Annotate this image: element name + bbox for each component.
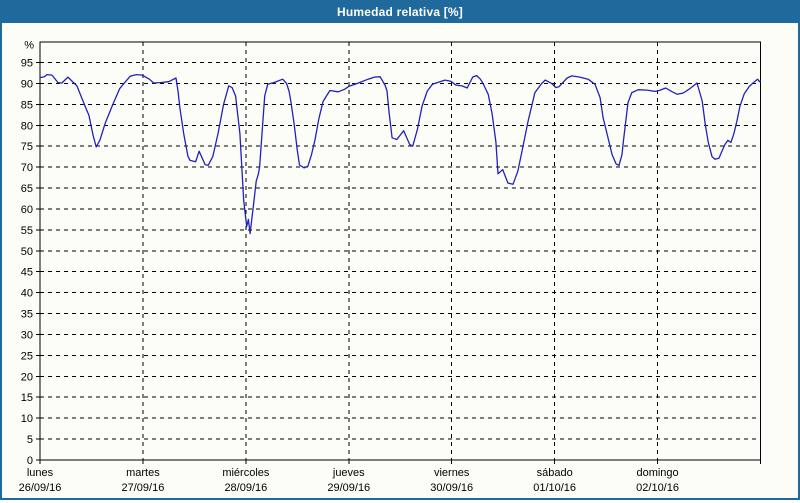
y-axis-labels: 0 5 10 15 20 25 30 35 40 45 50 55 60 65 70 75 80 85 90 95% xyxy=(21,40,34,468)
x-date-label: 29/09/16 xyxy=(327,482,370,494)
y-tick-label: 95 xyxy=(21,58,33,70)
x-date-label: 27/09/16 xyxy=(122,482,165,494)
x-day-label: jueves xyxy=(332,467,365,479)
y-tick-label: 85 xyxy=(21,99,33,111)
y-axis-unit-label: % xyxy=(24,40,34,52)
y-tick-label: 30 xyxy=(21,329,33,341)
x-date-label: 02/10/16 xyxy=(636,482,679,494)
y-tick-label: 15 xyxy=(21,392,33,404)
y-tick-label: 90 xyxy=(21,78,33,90)
y-tick-label: 60 xyxy=(21,204,33,216)
y-tick-label: 5 xyxy=(27,434,33,446)
y-tick-label: 45 xyxy=(21,267,33,279)
axes xyxy=(36,41,761,464)
x-date-label: 30/09/16 xyxy=(430,482,473,494)
chart-area: 0 5 10 15 20 25 30 35 40 45 50 55 60 65 70 75 80 85 90 95% l… xyxy=(2,23,798,498)
title-bar: Humedad relativa [%] xyxy=(2,2,798,23)
y-tick-label: 80 xyxy=(21,120,33,132)
x-day-label: lunes xyxy=(27,467,54,479)
x-day-label: miércoles xyxy=(222,467,270,479)
y-tick-label: 40 xyxy=(21,288,33,300)
x-date-label: 28/09/16 xyxy=(224,482,267,494)
y-tick-label: 35 xyxy=(21,309,33,321)
y-tick-label: 10 xyxy=(21,413,33,425)
x-day-label: sábado xyxy=(537,467,573,479)
y-tick-label: 50 xyxy=(21,246,33,258)
y-tick-label: 65 xyxy=(21,183,33,195)
y-tick-label: 25 xyxy=(21,350,33,362)
x-axis-labels: lunes 26/09/16 martes 27/09/16 miércoles 28/0… xyxy=(19,467,679,494)
page-title: Humedad relativa [%] xyxy=(336,5,464,19)
plot-border xyxy=(39,41,761,461)
y-tick-label: 70 xyxy=(21,162,33,174)
x-day-label: viernes xyxy=(434,467,470,479)
humidity-series-line xyxy=(39,73,762,235)
x-date-label: 26/09/16 xyxy=(19,482,62,494)
y-tick-label: 0 xyxy=(27,455,33,467)
grid-lines xyxy=(40,42,761,460)
y-tick-label: 75 xyxy=(21,141,33,153)
y-tick-label: 55 xyxy=(21,225,33,237)
x-day-label: domingo xyxy=(636,467,678,479)
x-date-label: 01/10/16 xyxy=(533,482,576,494)
chart-canvas: 0 5 10 15 20 25 30 35 40 45 50 55 60 65 70 75 80 85 90 95% l… xyxy=(19,40,762,494)
x-day-label: martes xyxy=(126,467,160,479)
y-tick-label: 20 xyxy=(21,371,33,383)
